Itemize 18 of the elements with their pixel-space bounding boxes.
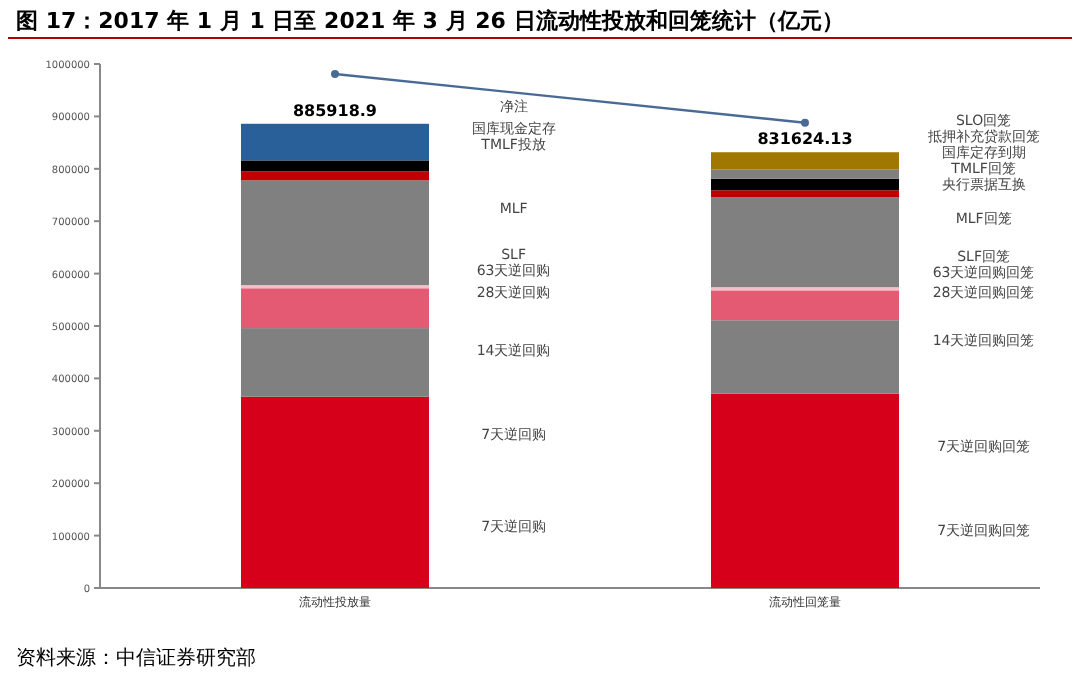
bar [241,396,429,588]
bar [241,160,429,172]
total-label: 885918.9 [292,101,378,120]
bar [241,328,429,397]
bar [711,290,899,321]
bar [241,123,429,161]
text: 资料来源：中信证券研究部 [16,646,256,670]
bar [711,190,899,198]
bar [241,180,429,286]
bar [711,320,899,394]
bar [241,288,429,329]
bar [711,152,899,170]
bar [241,171,429,181]
total-label: 831624.13 [757,130,853,149]
chart-title: 图 17：2017 年 1 月 1 日至 2021 年 3 月 26 日流动性投放和回笼统计（亿元） [16,8,844,34]
bar [711,178,899,191]
bar [711,197,899,288]
bar [711,393,899,588]
